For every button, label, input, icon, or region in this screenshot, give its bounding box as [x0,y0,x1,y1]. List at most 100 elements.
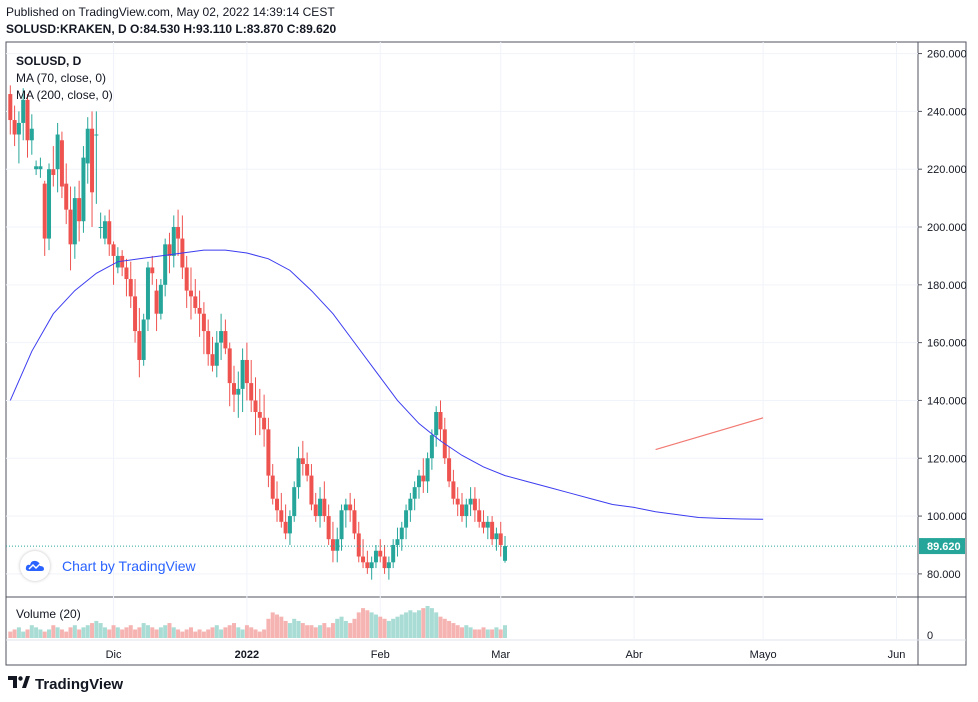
volume-bar [468,627,473,638]
candle-body [197,307,202,314]
volume-bar [55,627,60,638]
volume-bar [442,618,447,638]
volume-bar [133,629,138,638]
volume-bar [85,625,90,638]
candle-body [98,227,103,228]
candle-body [107,221,112,245]
candle-body [287,516,292,534]
volume-bar [275,614,280,638]
x-tick-label: Mar [491,649,510,661]
candle-body [51,169,56,175]
volume-bar [25,629,30,638]
y-tick-label: 240.000 [927,106,967,118]
candle-body [29,128,34,141]
candle-body [55,134,60,170]
x-tick-label: Jun [888,649,906,661]
candle-body [330,539,335,551]
chart-by-tradingview-badge[interactable]: Chart by TradingView [20,551,196,581]
candle-body [477,510,482,522]
candle-body [167,244,172,256]
volume-bar [464,625,469,638]
volume-bar [429,608,434,638]
volume-bar [68,627,73,638]
y-tick-label: 80.000 [927,569,961,581]
legend-ma200[interactable]: MA (200, close, 0) [16,88,113,102]
volume-bar [257,631,262,638]
volume-bar [227,625,232,638]
candle-body [240,359,245,389]
candle-body [188,290,193,297]
candle-body [90,128,95,193]
candle-body [451,481,456,499]
badge-text[interactable]: Chart by TradingView [62,558,196,574]
candle-body [348,504,353,511]
candle-body [503,546,508,561]
legend-ma70[interactable]: MA (70, close, 0) [16,71,107,85]
candle-body [309,475,314,505]
candle-body [34,166,39,170]
volume-bar [145,625,150,638]
legend-symbol[interactable]: SOLUSD, D [16,54,82,68]
candle-body [434,412,439,436]
volume-bar [12,629,17,638]
footer-brand: TradingView [35,675,124,693]
candle-body [399,527,404,540]
candle-body [201,313,206,332]
volume-bar [51,625,56,638]
candle-body [356,533,361,557]
volume-bar [206,629,211,638]
volume-bar [8,631,13,638]
candle-body [494,533,499,540]
candle-body [485,521,490,528]
candle-body [472,498,477,511]
y-tick-label: 260.000 [927,49,967,61]
candle-body [12,120,17,135]
volume-bar [38,629,43,638]
volume-bar [90,623,95,638]
candle-body [68,209,73,245]
x-tick-label: Abr [626,649,643,661]
candle-body [111,244,116,256]
volume-bar [481,627,486,638]
candle-body [339,510,344,540]
volume-bar [29,625,34,638]
tradingview-footer-logo[interactable]: TradingView [8,675,123,693]
candle-body [455,498,460,505]
volume-bar [477,629,482,638]
candle-body [395,539,400,545]
volume-bar [72,625,77,638]
candle-body [81,157,86,222]
volume-bar [193,631,198,638]
volume-bar [42,631,47,638]
candle-body [193,296,198,308]
volume-bar [81,627,86,638]
candle-body [421,475,426,482]
volume-bar [451,623,456,638]
volume-bar [300,623,305,638]
candle-body [386,562,391,569]
ohlc-header: SOLUSD:KRAKEN, D O:84.530 H:93.110 L:83.… [6,22,337,36]
candle-body [206,331,211,355]
candle-body [300,458,305,465]
x-tick-label: Feb [371,649,390,661]
candle-body [498,533,503,545]
volume-bar [120,629,125,638]
candle-body [249,383,254,401]
volume-bar [128,625,133,638]
candle-body [343,504,348,511]
candle-body [425,458,430,482]
candle-body [223,331,228,349]
candle-body [210,354,215,366]
trend-line [655,417,764,451]
candle-body [64,183,69,210]
candle-body [150,267,155,274]
candle-body [47,169,52,239]
volume-bar [421,608,426,638]
candle-body [16,122,21,135]
volume-bar [107,629,112,638]
candle-body [257,412,262,418]
volume-bar [16,627,21,638]
candle-body [236,388,241,395]
legend-volume[interactable]: Volume (20) [16,607,81,621]
